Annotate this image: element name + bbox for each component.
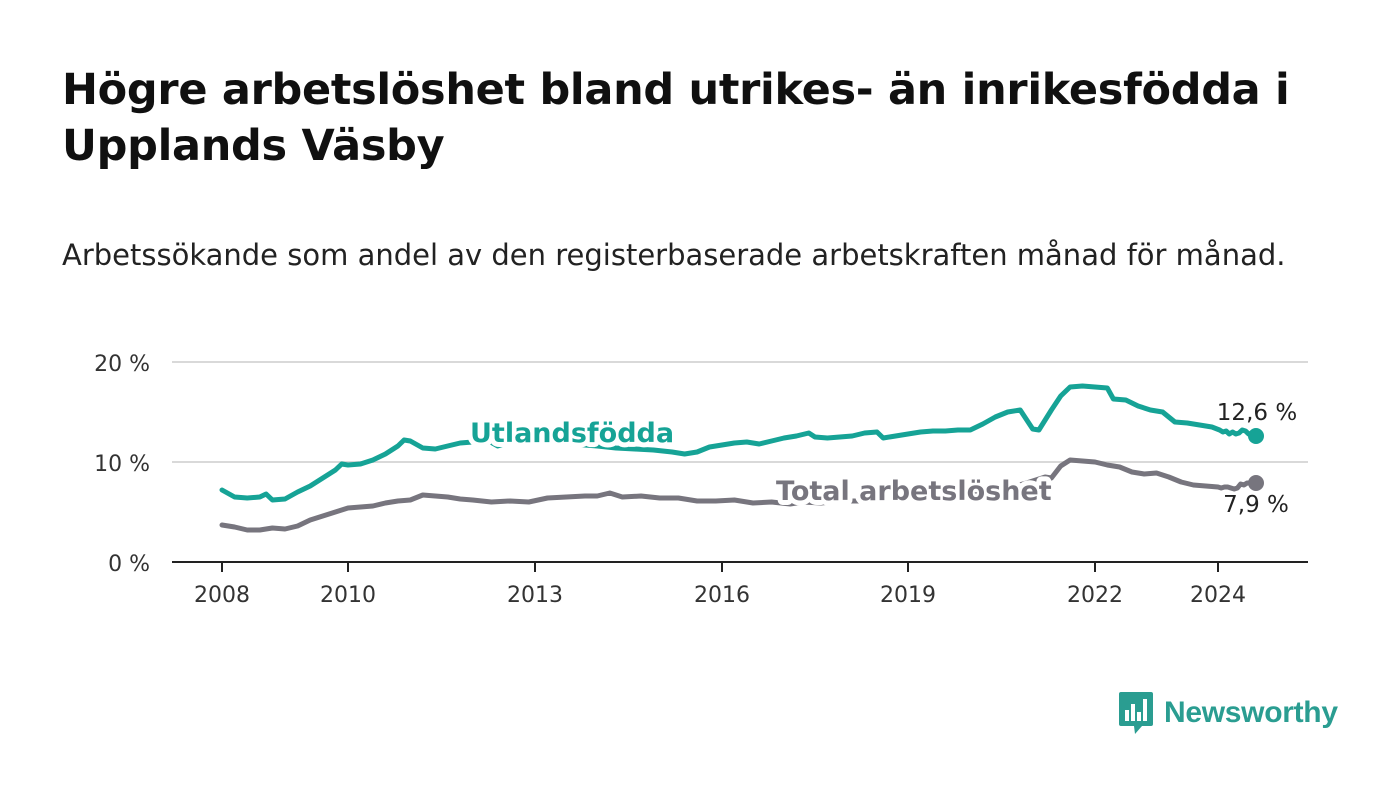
newsworthy-logo-icon — [1119, 692, 1153, 734]
y-tick-label-20: 20 % — [94, 352, 150, 377]
series-line-total-arbetsloshet — [219, 457, 1259, 533]
chart-subtitle: Arbetssökande som andel av den registerb… — [62, 238, 1286, 272]
x-tick-label-2022: 2022 — [1067, 583, 1123, 608]
end-value-label-utlandsfodda: 12,6 % — [1217, 400, 1297, 426]
newsworthy-logo: Newsworthy — [1118, 690, 1338, 736]
series-label-total-arbetsloshet: Total arbetslöshet — [776, 476, 1052, 507]
x-tick-label-2024: 2024 — [1190, 583, 1246, 608]
series-label-total-arbetsloshet-halo: Total arbetslöshet — [776, 476, 1052, 507]
y-tick-label-10: 10 % — [94, 452, 150, 477]
x-tick-label-2010: 2010 — [320, 583, 376, 608]
y-tick-label-0: 0 % — [108, 552, 150, 577]
x-tick-label-2008: 2008 — [194, 583, 250, 608]
series-line-utlandsfodda — [219, 383, 1259, 503]
x-tick-label-2016: 2016 — [694, 583, 750, 608]
endpoint-utlandsfodda — [1248, 428, 1264, 444]
x-tick-label-2013: 2013 — [507, 583, 563, 608]
end-value-label-total-arbetsloshet: 7,9 % — [1223, 492, 1289, 518]
series-label-utlandsfodda: Utlandsfödda — [470, 418, 674, 449]
chart-title: Högre arbetslöshet bland utrikes- än inr… — [62, 65, 1290, 171]
endpoint-total-arbetsloshet — [1248, 475, 1264, 491]
x-tick-label-2019: 2019 — [880, 583, 936, 608]
series-label-utlandsfodda-halo: Utlandsfödda — [470, 418, 674, 449]
newsworthy-logo-text: Newsworthy — [1164, 696, 1338, 729]
